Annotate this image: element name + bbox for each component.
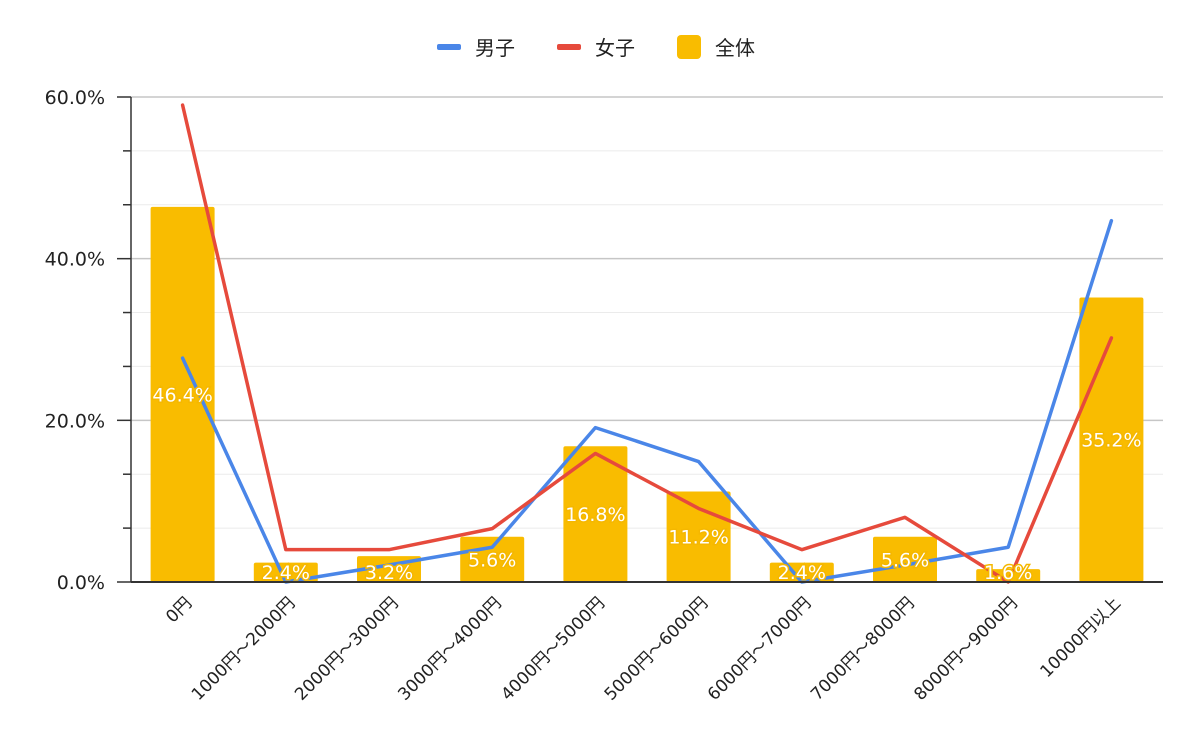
x-tick-label: 2000円～3000円	[291, 593, 402, 704]
bar-6	[769, 562, 834, 582]
data-label: 2.4%	[262, 562, 310, 584]
bar-1	[253, 562, 318, 582]
data-label: 46.4%	[152, 384, 212, 406]
x-tick-label: 1000円～2000円	[188, 593, 299, 704]
legend: 男子 女子 全体	[437, 35, 755, 60]
bar-0	[150, 206, 215, 582]
series-line-1	[180, 103, 1114, 584]
bar-4	[563, 446, 628, 582]
data-label: 1.6%	[984, 562, 1032, 584]
y-tick-label: 40.0%	[45, 249, 105, 271]
x-tick-label: 5000円～6000円	[601, 593, 712, 704]
data-label: 35.2%	[1081, 430, 1141, 452]
x-tick-label: 4000円～5000円	[498, 593, 609, 704]
y-tick-label: 0.0%	[57, 572, 105, 594]
data-labels-layer: 46.4% 2.4% 3.2% 5.6% 16.8% 11.2% 2.4% 5.6% 1.6% 3…	[151, 383, 1143, 586]
legend-swatch-0	[437, 44, 461, 50]
bar-7	[873, 536, 937, 582]
x-tick-label: 7000円～8000円	[807, 593, 918, 704]
lines-layer	[180, 103, 1114, 584]
x-tick-label: 0円	[162, 593, 196, 627]
x-tick-label: 10000円以上	[1036, 593, 1124, 681]
x-tick-label: 3000円～4000円	[394, 593, 505, 704]
data-label: 3.2%	[365, 562, 413, 584]
legend-swatch-2	[677, 35, 701, 59]
legend-label: 女子	[595, 36, 635, 60]
y-tick-label: 20.0%	[45, 410, 105, 432]
x-tick-label: 8000円～9000円	[910, 593, 1021, 704]
y-tick-label: 60.0%	[45, 87, 105, 109]
bars-layer	[150, 206, 1144, 582]
data-label: 5.6%	[881, 549, 929, 571]
data-label: 2.4%	[778, 562, 826, 584]
bar-9	[1079, 297, 1144, 582]
data-label: 11.2%	[668, 527, 728, 549]
series-line-0	[180, 218, 1114, 584]
x-tick-label: 6000円～7000円	[704, 593, 815, 704]
legend-label: 全体	[715, 36, 755, 60]
legend-swatch-1	[557, 44, 581, 50]
legend-label: 男子	[475, 36, 515, 60]
data-label: 5.6%	[468, 549, 516, 571]
data-label: 16.8%	[565, 504, 625, 526]
bar-3	[460, 536, 525, 582]
gridlines	[131, 96, 1163, 529]
